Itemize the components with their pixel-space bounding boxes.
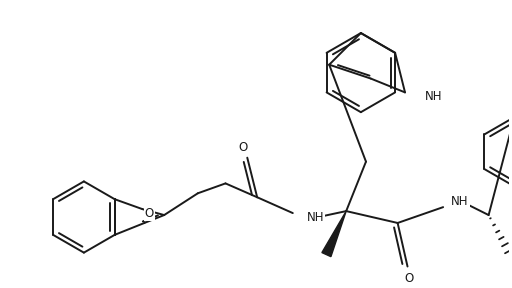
Text: NH: NH [451, 195, 468, 208]
Text: O: O [145, 206, 154, 219]
Polygon shape [322, 211, 346, 257]
Text: NH: NH [307, 211, 324, 223]
Text: O: O [405, 272, 414, 285]
Text: O: O [239, 141, 248, 154]
Text: NH: NH [425, 90, 442, 103]
